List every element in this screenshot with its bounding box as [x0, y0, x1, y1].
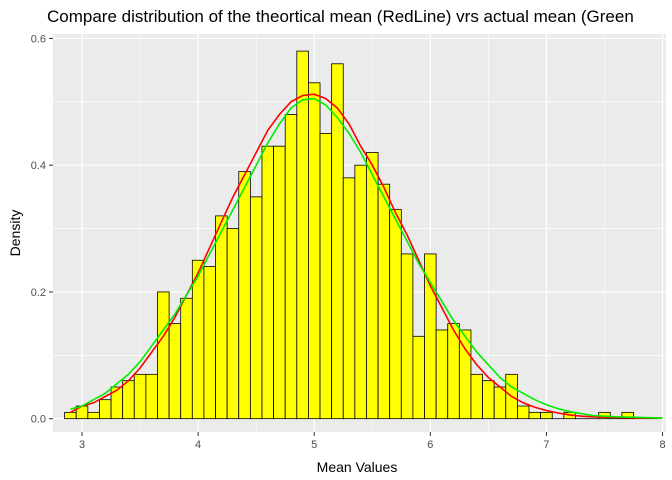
- x-tick-label: 6: [427, 439, 433, 451]
- histogram-bar: [249, 196, 263, 420]
- histogram-bar: [99, 399, 112, 420]
- y-tick-label: 0.0: [31, 414, 46, 426]
- y-tick-label: 0.4: [31, 160, 46, 172]
- histogram-bar: [435, 329, 449, 420]
- histogram-bar: [377, 183, 391, 420]
- x-axis: 3 4 5 6 7 8: [79, 432, 666, 451]
- histogram-bar: [180, 297, 193, 420]
- x-tick-label: 8: [659, 439, 665, 451]
- x-tick-label: 3: [79, 439, 85, 451]
- histogram-bar: [366, 152, 379, 420]
- histogram-bar: [516, 405, 530, 420]
- histogram-bars: [64, 50, 658, 420]
- y-tick-label: 0.2: [31, 287, 46, 299]
- histogram-bar: [319, 133, 333, 420]
- histogram-bar: [412, 335, 425, 420]
- histogram-bar: [482, 380, 495, 420]
- y-axis-title: Density: [7, 210, 23, 257]
- x-tick-label: 5: [311, 439, 317, 451]
- histogram-bar: [261, 145, 274, 420]
- histogram-bar: [308, 82, 321, 420]
- histogram-bar: [87, 411, 100, 420]
- histogram-bar: [273, 145, 286, 420]
- histogram-bar: [238, 171, 251, 420]
- histogram-bar: [296, 50, 309, 420]
- histogram-bar: [342, 177, 356, 420]
- x-tick-label: 4: [195, 439, 201, 451]
- histogram-bar: [215, 215, 228, 420]
- histogram-bar: [203, 266, 216, 420]
- histogram-bar: [64, 411, 77, 420]
- histogram-bar: [157, 291, 170, 420]
- histogram-bar: [284, 114, 298, 420]
- x-tick-label: 7: [543, 439, 549, 451]
- density-line-green: [70, 97, 663, 419]
- histogram-bar: [528, 411, 542, 420]
- chart-title: Compare distribution of the theortical m…: [47, 7, 634, 26]
- histogram-bar: [133, 373, 147, 420]
- x-axis-title: Mean Values: [317, 459, 398, 475]
- histogram-bar: [122, 380, 135, 420]
- histogram-bar: [400, 253, 414, 420]
- histogram-bar: [470, 373, 483, 420]
- histogram-bar: [226, 228, 240, 420]
- y-tick-label: 0.6: [31, 33, 46, 45]
- histogram-bar: [540, 411, 553, 420]
- histogram-bar: [493, 386, 507, 420]
- histogram-bar: [621, 411, 634, 420]
- histogram-bar: [145, 373, 158, 420]
- histogram-bar: [389, 209, 402, 420]
- density-line-redline: [70, 93, 663, 419]
- y-axis: 0.0 0.2 0.4 0.6: [31, 33, 53, 426]
- histogram-bar: [354, 164, 367, 420]
- density-lines: [70, 93, 663, 419]
- histogram-bar: [168, 323, 182, 420]
